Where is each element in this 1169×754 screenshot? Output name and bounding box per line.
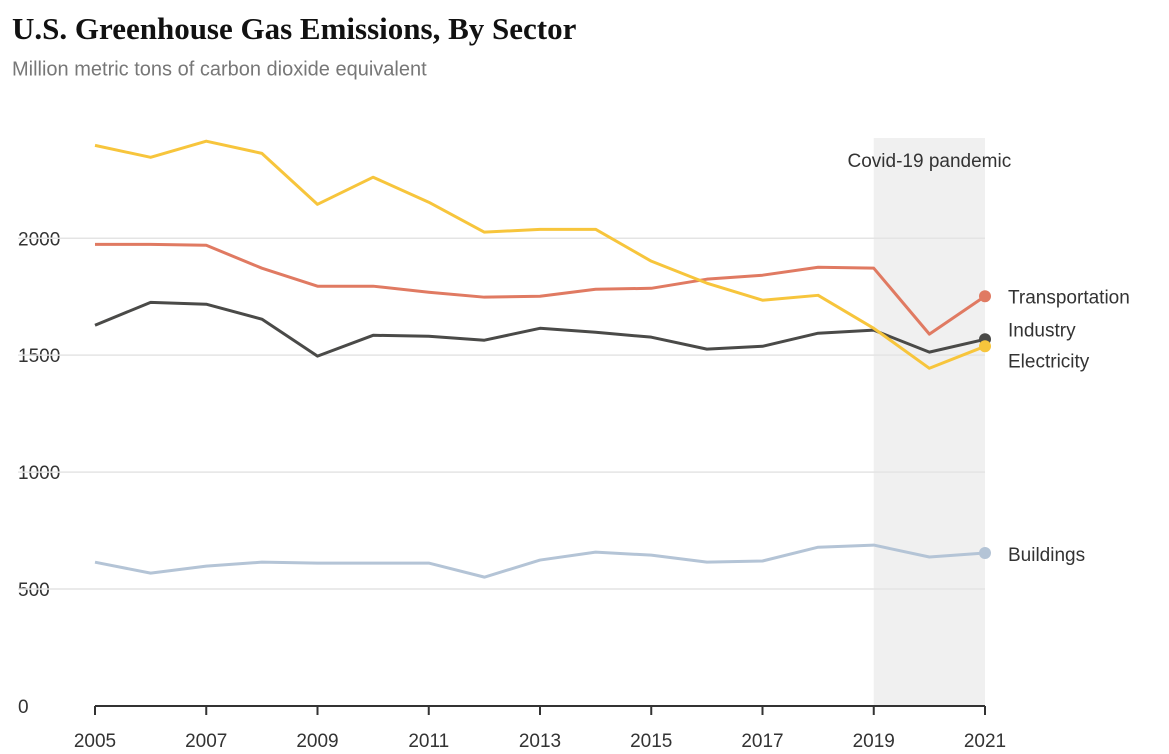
x-tick-label: 2013	[519, 731, 561, 752]
x-tick-label: 2017	[741, 731, 783, 752]
x-tick-label: 2011	[408, 731, 449, 752]
series-label: Transportation	[1008, 287, 1130, 308]
series-line	[94, 139, 986, 370]
shaded-region	[873, 138, 985, 706]
x-tick-label: 2019	[853, 731, 895, 752]
end-dot	[979, 547, 991, 560]
series-line	[95, 242, 986, 336]
series-line	[94, 300, 986, 358]
series-label: Industry	[1008, 320, 1076, 341]
x-tick-label: 2021	[964, 731, 1006, 752]
end-dot	[979, 340, 991, 353]
x-tick-label: 2009	[296, 731, 338, 752]
y-tick-label: 1000	[18, 463, 60, 484]
y-tick-label: 2000	[18, 229, 60, 250]
series-line	[94, 543, 986, 579]
shade-label: Covid-19 pandemic	[848, 151, 1012, 172]
y-tick-label: 1500	[18, 346, 60, 367]
x-tick-label: 2007	[185, 731, 227, 752]
y-tick-label: 500	[18, 580, 50, 601]
chart-title: U.S. Greenhouse Gas Emissions, By Sector	[12, 11, 577, 46]
chart-subtitle: Million metric tons of carbon dioxide eq…	[12, 58, 427, 80]
end-dot	[979, 290, 991, 303]
series-label: Electricity	[1008, 351, 1090, 372]
x-tick-label: 2015	[630, 731, 672, 752]
x-tick-label: 2005	[74, 731, 116, 752]
y-tick-label: 0	[18, 697, 29, 718]
series-label: Buildings	[1008, 545, 1085, 566]
